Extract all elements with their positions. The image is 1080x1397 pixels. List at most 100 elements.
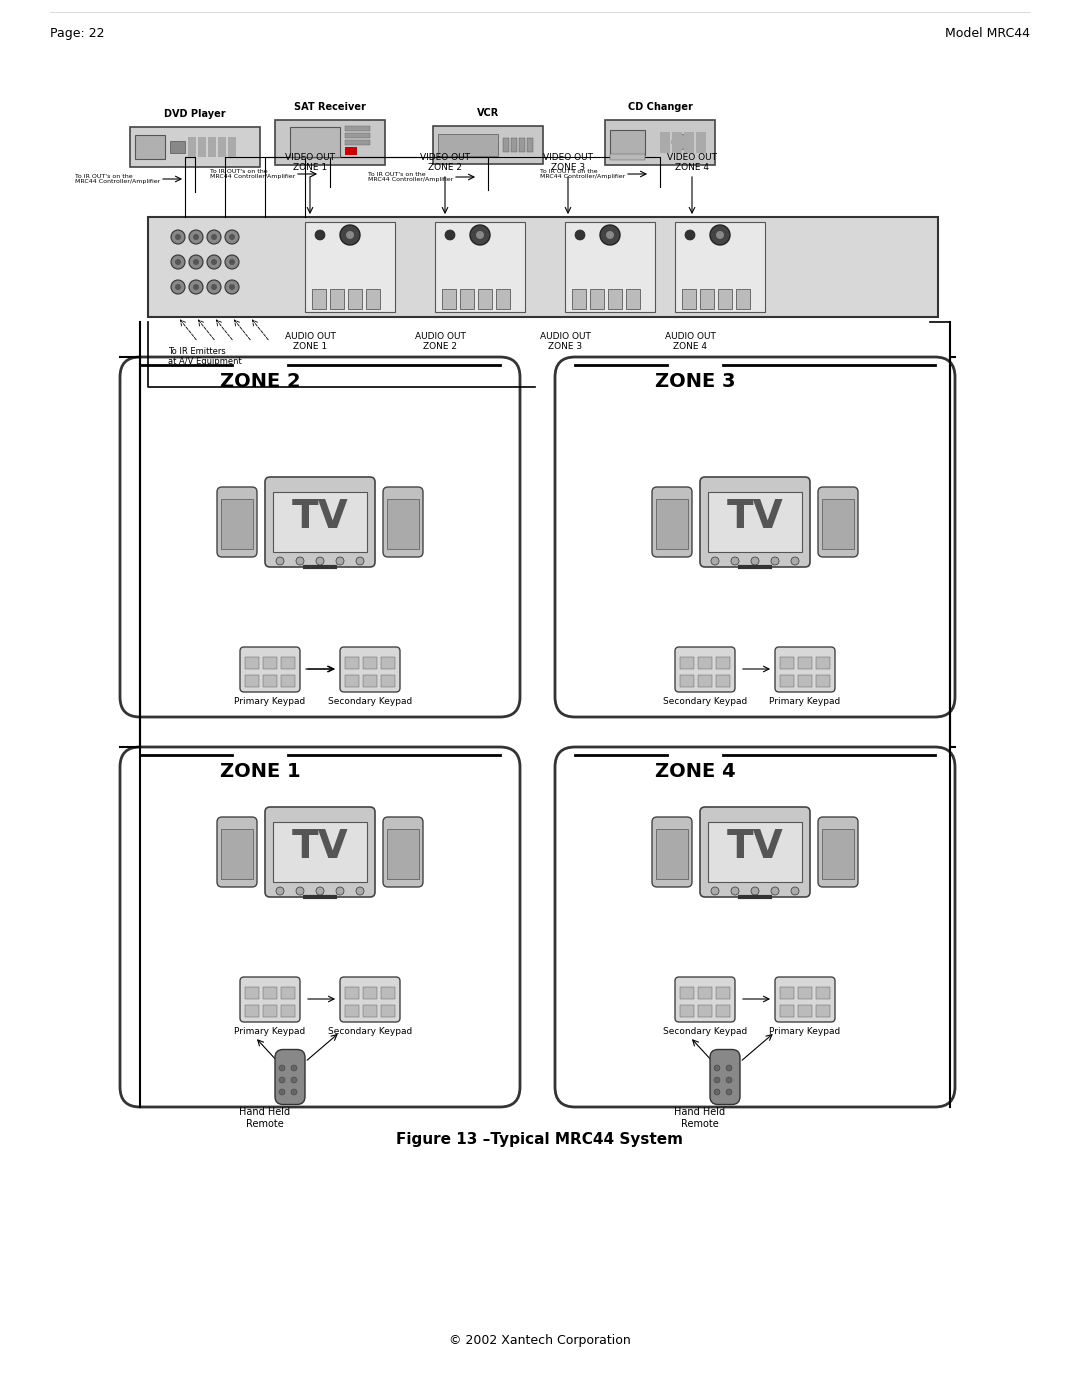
- FancyBboxPatch shape: [818, 817, 858, 887]
- Circle shape: [279, 1065, 285, 1071]
- Bar: [780, 675, 794, 687]
- Text: To IR OUT's on the
MRC44 Controller/Amplifier: To IR OUT's on the MRC44 Controller/Ampl…: [368, 172, 453, 183]
- Bar: [228, 137, 237, 156]
- Circle shape: [207, 231, 221, 244]
- Circle shape: [714, 1077, 720, 1083]
- Bar: [345, 657, 359, 669]
- FancyBboxPatch shape: [217, 817, 257, 887]
- Bar: [681, 289, 696, 309]
- Bar: [680, 675, 694, 687]
- Text: Secondary Keypad: Secondary Keypad: [663, 697, 747, 705]
- Bar: [735, 289, 750, 309]
- Bar: [816, 675, 831, 687]
- FancyBboxPatch shape: [383, 817, 423, 887]
- Bar: [363, 675, 377, 687]
- Circle shape: [225, 231, 239, 244]
- Text: VIDEO OUT
ZONE 4: VIDEO OUT ZONE 4: [667, 152, 717, 172]
- Text: TV: TV: [292, 828, 349, 866]
- Circle shape: [340, 225, 360, 244]
- Bar: [387, 499, 419, 549]
- Text: TV: TV: [292, 497, 349, 536]
- Bar: [780, 657, 794, 669]
- Bar: [718, 289, 732, 309]
- Circle shape: [229, 235, 235, 240]
- Bar: [696, 131, 706, 152]
- Circle shape: [711, 557, 719, 564]
- Bar: [188, 137, 195, 156]
- Circle shape: [189, 279, 203, 293]
- Text: TV: TV: [727, 497, 783, 536]
- Bar: [291, 127, 340, 156]
- Bar: [381, 1004, 395, 1017]
- Text: AUDIO OUT
ZONE 4: AUDIO OUT ZONE 4: [664, 332, 715, 352]
- Text: CD Changer: CD Changer: [627, 102, 692, 112]
- Circle shape: [229, 284, 235, 291]
- Bar: [698, 988, 712, 999]
- Circle shape: [751, 557, 759, 564]
- FancyBboxPatch shape: [700, 807, 810, 897]
- FancyBboxPatch shape: [120, 358, 519, 717]
- Bar: [345, 675, 359, 687]
- Circle shape: [711, 887, 719, 895]
- Circle shape: [207, 279, 221, 293]
- Bar: [572, 289, 586, 309]
- Circle shape: [771, 557, 779, 564]
- Text: SAT Receiver: SAT Receiver: [294, 102, 366, 112]
- Bar: [816, 1004, 831, 1017]
- FancyBboxPatch shape: [675, 977, 735, 1023]
- FancyBboxPatch shape: [700, 476, 810, 567]
- Text: Page: 22: Page: 22: [50, 27, 105, 41]
- Bar: [345, 147, 357, 155]
- Text: To IR Emitters
at A/V Equipment: To IR Emitters at A/V Equipment: [168, 346, 242, 366]
- Circle shape: [336, 887, 345, 895]
- Circle shape: [279, 1090, 285, 1095]
- Bar: [496, 289, 510, 309]
- Bar: [345, 988, 359, 999]
- Bar: [345, 1004, 359, 1017]
- Bar: [264, 675, 276, 687]
- Bar: [698, 657, 712, 669]
- Circle shape: [315, 231, 325, 240]
- Bar: [221, 828, 253, 879]
- FancyBboxPatch shape: [818, 488, 858, 557]
- Bar: [656, 828, 688, 879]
- Circle shape: [211, 258, 217, 265]
- Bar: [503, 138, 509, 152]
- Text: Secondary Keypad: Secondary Keypad: [328, 1027, 413, 1037]
- Bar: [442, 289, 456, 309]
- Bar: [610, 130, 645, 155]
- Bar: [822, 828, 854, 879]
- Bar: [208, 137, 216, 156]
- Text: TV: TV: [727, 828, 783, 866]
- Bar: [511, 138, 517, 152]
- Bar: [433, 126, 543, 163]
- Bar: [680, 1004, 694, 1017]
- Bar: [381, 988, 395, 999]
- Bar: [608, 289, 622, 309]
- Text: Primary Keypad: Primary Keypad: [234, 697, 306, 705]
- FancyBboxPatch shape: [675, 647, 735, 692]
- Circle shape: [445, 231, 455, 240]
- Bar: [381, 657, 395, 669]
- Bar: [281, 988, 295, 999]
- FancyBboxPatch shape: [340, 977, 400, 1023]
- Text: Hand Held
Remote: Hand Held Remote: [240, 1106, 291, 1129]
- Text: VIDEO OUT
ZONE 3: VIDEO OUT ZONE 3: [543, 152, 593, 172]
- Circle shape: [356, 557, 364, 564]
- Bar: [610, 154, 645, 159]
- Circle shape: [193, 235, 199, 240]
- FancyBboxPatch shape: [240, 647, 300, 692]
- Bar: [798, 675, 812, 687]
- Bar: [264, 657, 276, 669]
- Circle shape: [296, 557, 303, 564]
- Circle shape: [175, 258, 181, 265]
- Bar: [660, 131, 670, 152]
- Circle shape: [316, 887, 324, 895]
- Circle shape: [600, 225, 620, 244]
- Circle shape: [171, 256, 185, 270]
- Circle shape: [606, 231, 615, 239]
- Circle shape: [672, 134, 688, 149]
- Circle shape: [171, 231, 185, 244]
- Bar: [590, 289, 604, 309]
- Text: VIDEO OUT
ZONE 1: VIDEO OUT ZONE 1: [285, 152, 335, 172]
